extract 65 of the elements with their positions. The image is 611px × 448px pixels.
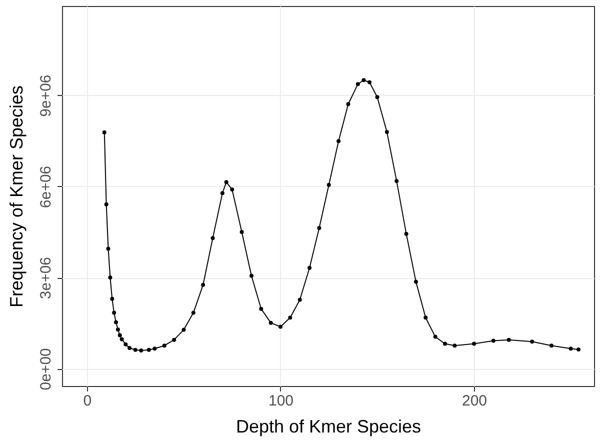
point	[114, 320, 118, 324]
point	[146, 348, 151, 352]
point	[102, 130, 106, 134]
x-tick-label: 0	[83, 392, 92, 410]
point	[346, 102, 350, 106]
y-tick-label: 3e+06	[38, 256, 54, 300]
point	[224, 180, 228, 184]
point	[326, 182, 331, 187]
y-tick-label: 0e+00	[38, 348, 54, 390]
point	[230, 187, 234, 192]
point	[375, 95, 380, 100]
point	[162, 344, 166, 348]
point	[288, 316, 292, 320]
point	[240, 230, 244, 234]
point	[336, 139, 341, 144]
point	[152, 346, 157, 351]
x-axis-title: Depth of Kmer Species	[236, 416, 422, 436]
point	[298, 298, 302, 302]
point	[384, 130, 389, 134]
point	[568, 346, 573, 351]
point	[268, 320, 273, 325]
point	[472, 342, 476, 346]
point	[506, 338, 511, 342]
point	[394, 178, 399, 183]
point	[106, 246, 110, 251]
point	[182, 328, 186, 332]
point	[452, 344, 457, 348]
point	[317, 226, 322, 230]
point	[278, 324, 282, 329]
point	[139, 348, 144, 352]
point	[368, 80, 372, 84]
point	[424, 316, 428, 320]
point	[530, 340, 534, 344]
x-tick-label: 200	[462, 392, 488, 410]
point	[120, 337, 124, 342]
point	[116, 328, 120, 332]
y-tick-label: 6e+06	[38, 166, 54, 208]
point	[133, 348, 138, 352]
point	[104, 202, 108, 206]
point	[356, 82, 360, 86]
point	[128, 346, 132, 350]
point	[110, 296, 114, 301]
point	[108, 276, 112, 280]
point	[201, 282, 206, 287]
point	[414, 280, 418, 284]
y-axis-title: Frequency of Kmer Species	[6, 85, 26, 308]
point	[308, 266, 312, 270]
point	[112, 310, 116, 315]
y-tick-label: 9e+06	[38, 74, 54, 117]
point	[362, 78, 366, 82]
point	[249, 274, 254, 278]
point	[191, 310, 196, 315]
point	[442, 342, 447, 346]
x-tick-label: 100	[268, 392, 294, 410]
point	[172, 338, 176, 342]
point	[549, 344, 554, 348]
point	[118, 333, 122, 338]
point	[259, 306, 264, 311]
point	[576, 348, 581, 352]
point	[220, 191, 224, 196]
point	[433, 334, 438, 339]
point	[491, 338, 496, 343]
point	[404, 232, 408, 236]
point	[210, 236, 215, 240]
point	[124, 342, 128, 346]
